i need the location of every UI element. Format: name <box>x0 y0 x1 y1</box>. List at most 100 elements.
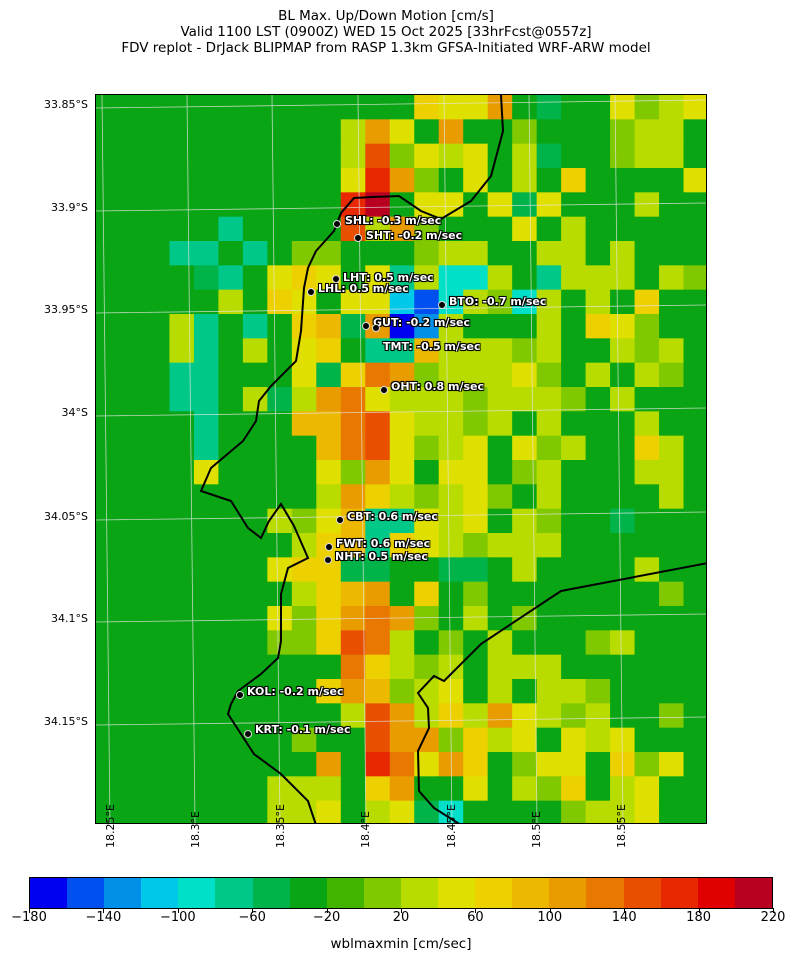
grid-cell <box>683 654 706 680</box>
grid-cell <box>291 703 317 729</box>
grid-cell <box>365 241 391 266</box>
grid-cell <box>291 606 317 631</box>
grid-cell <box>561 289 587 315</box>
grid-cell <box>487 557 513 583</box>
grid-cell <box>536 752 562 777</box>
grid-cell <box>585 143 611 169</box>
grid-cell <box>512 119 538 145</box>
grid-cell <box>291 460 317 485</box>
grid-cell <box>169 435 195 461</box>
grid-cell <box>414 484 440 510</box>
grid-cell <box>536 484 562 510</box>
grid-cell <box>291 727 317 753</box>
grid-cell <box>512 752 538 777</box>
grid-cell <box>120 800 146 823</box>
colorbar-tick-label: −60 <box>238 910 266 925</box>
field-grid <box>96 95 706 823</box>
grid-cell <box>365 265 391 291</box>
grid-cell <box>193 216 219 242</box>
grid-cell <box>193 533 219 558</box>
grid-cell <box>683 460 706 485</box>
grid-cell <box>683 800 706 823</box>
grid-cell <box>193 703 219 729</box>
grid-cell <box>389 460 415 485</box>
grid-cell <box>610 387 636 412</box>
grid-cell <box>414 630 440 656</box>
colorbar-tick-label: 220 <box>760 910 786 925</box>
grid-cell <box>96 168 122 193</box>
grid-cell <box>683 314 706 339</box>
station-label: TMT: -0.5 m/sec <box>383 340 481 353</box>
grid-cell <box>683 119 706 145</box>
chart-title: BL Max. Up/Down Motion [cm/s] <box>278 8 494 24</box>
grid-cell <box>634 679 660 704</box>
grid-cell <box>218 581 244 607</box>
grid-cell <box>218 95 244 120</box>
grid-cell <box>365 338 391 364</box>
grid-cell <box>242 314 268 339</box>
station-label: SHT: -0.2 m/sec <box>366 229 463 242</box>
grid-cell <box>96 508 122 534</box>
colorbar-tick <box>252 908 254 913</box>
grid-cell <box>96 557 122 583</box>
grid-cell <box>610 411 636 437</box>
grid-cell <box>242 241 268 266</box>
grid-cell <box>242 338 268 364</box>
grid-cell <box>144 508 171 534</box>
grid-cell <box>414 289 440 315</box>
grid-cell <box>487 800 513 823</box>
colorbar-segment <box>623 878 661 908</box>
grid-cell <box>414 362 440 388</box>
grid-cell <box>487 533 513 558</box>
grid-cell <box>536 460 562 485</box>
grid-cell <box>169 168 195 193</box>
grid-cell <box>193 630 219 656</box>
grid-cell <box>463 119 489 145</box>
grid-cell <box>438 435 464 461</box>
grid-cell <box>291 484 317 510</box>
grid-cell <box>193 119 219 145</box>
grid-cell <box>96 776 122 802</box>
grid-cell <box>585 338 611 364</box>
grid-cell <box>267 314 293 339</box>
grid-cell <box>96 435 122 461</box>
grid-cell <box>634 168 660 193</box>
grid-cell <box>144 216 171 242</box>
grid-cell <box>463 411 489 437</box>
grid-cell <box>242 654 268 680</box>
grid-cell <box>438 654 464 680</box>
grid-cell <box>414 533 440 558</box>
grid-cell <box>512 703 538 729</box>
grid-cell <box>340 289 366 315</box>
grid-cell <box>267 679 293 704</box>
grid-cell <box>340 314 366 339</box>
grid-cell <box>463 387 489 412</box>
grid-cell <box>96 119 122 145</box>
grid-cell <box>144 362 171 388</box>
grid-cell <box>267 265 293 291</box>
grid-cell <box>267 119 293 145</box>
grid-cell <box>316 460 342 485</box>
grid-cell <box>610 143 636 169</box>
grid-cell <box>365 95 391 120</box>
grid-cell <box>316 581 342 607</box>
grid-cell <box>267 95 293 120</box>
grid-cell <box>316 776 342 802</box>
grid-cell <box>610 168 636 193</box>
grid-cell <box>218 776 244 802</box>
grid-cell <box>659 314 685 339</box>
grid-cell <box>120 338 146 364</box>
grid-cell <box>610 314 636 339</box>
grid-cell <box>683 143 706 169</box>
grid-cell <box>561 119 587 145</box>
grid-cell <box>536 168 562 193</box>
station-marker <box>380 386 388 394</box>
colorbar-segment <box>512 878 550 908</box>
grid-cell <box>120 241 146 266</box>
grid-cell <box>561 533 587 558</box>
grid-cell <box>536 776 562 802</box>
lon-tick-label: 18.35°E <box>274 804 287 848</box>
grid-cell <box>218 654 244 680</box>
lon-tick-label: 18.45°E <box>445 804 458 848</box>
grid-cell <box>96 752 122 777</box>
